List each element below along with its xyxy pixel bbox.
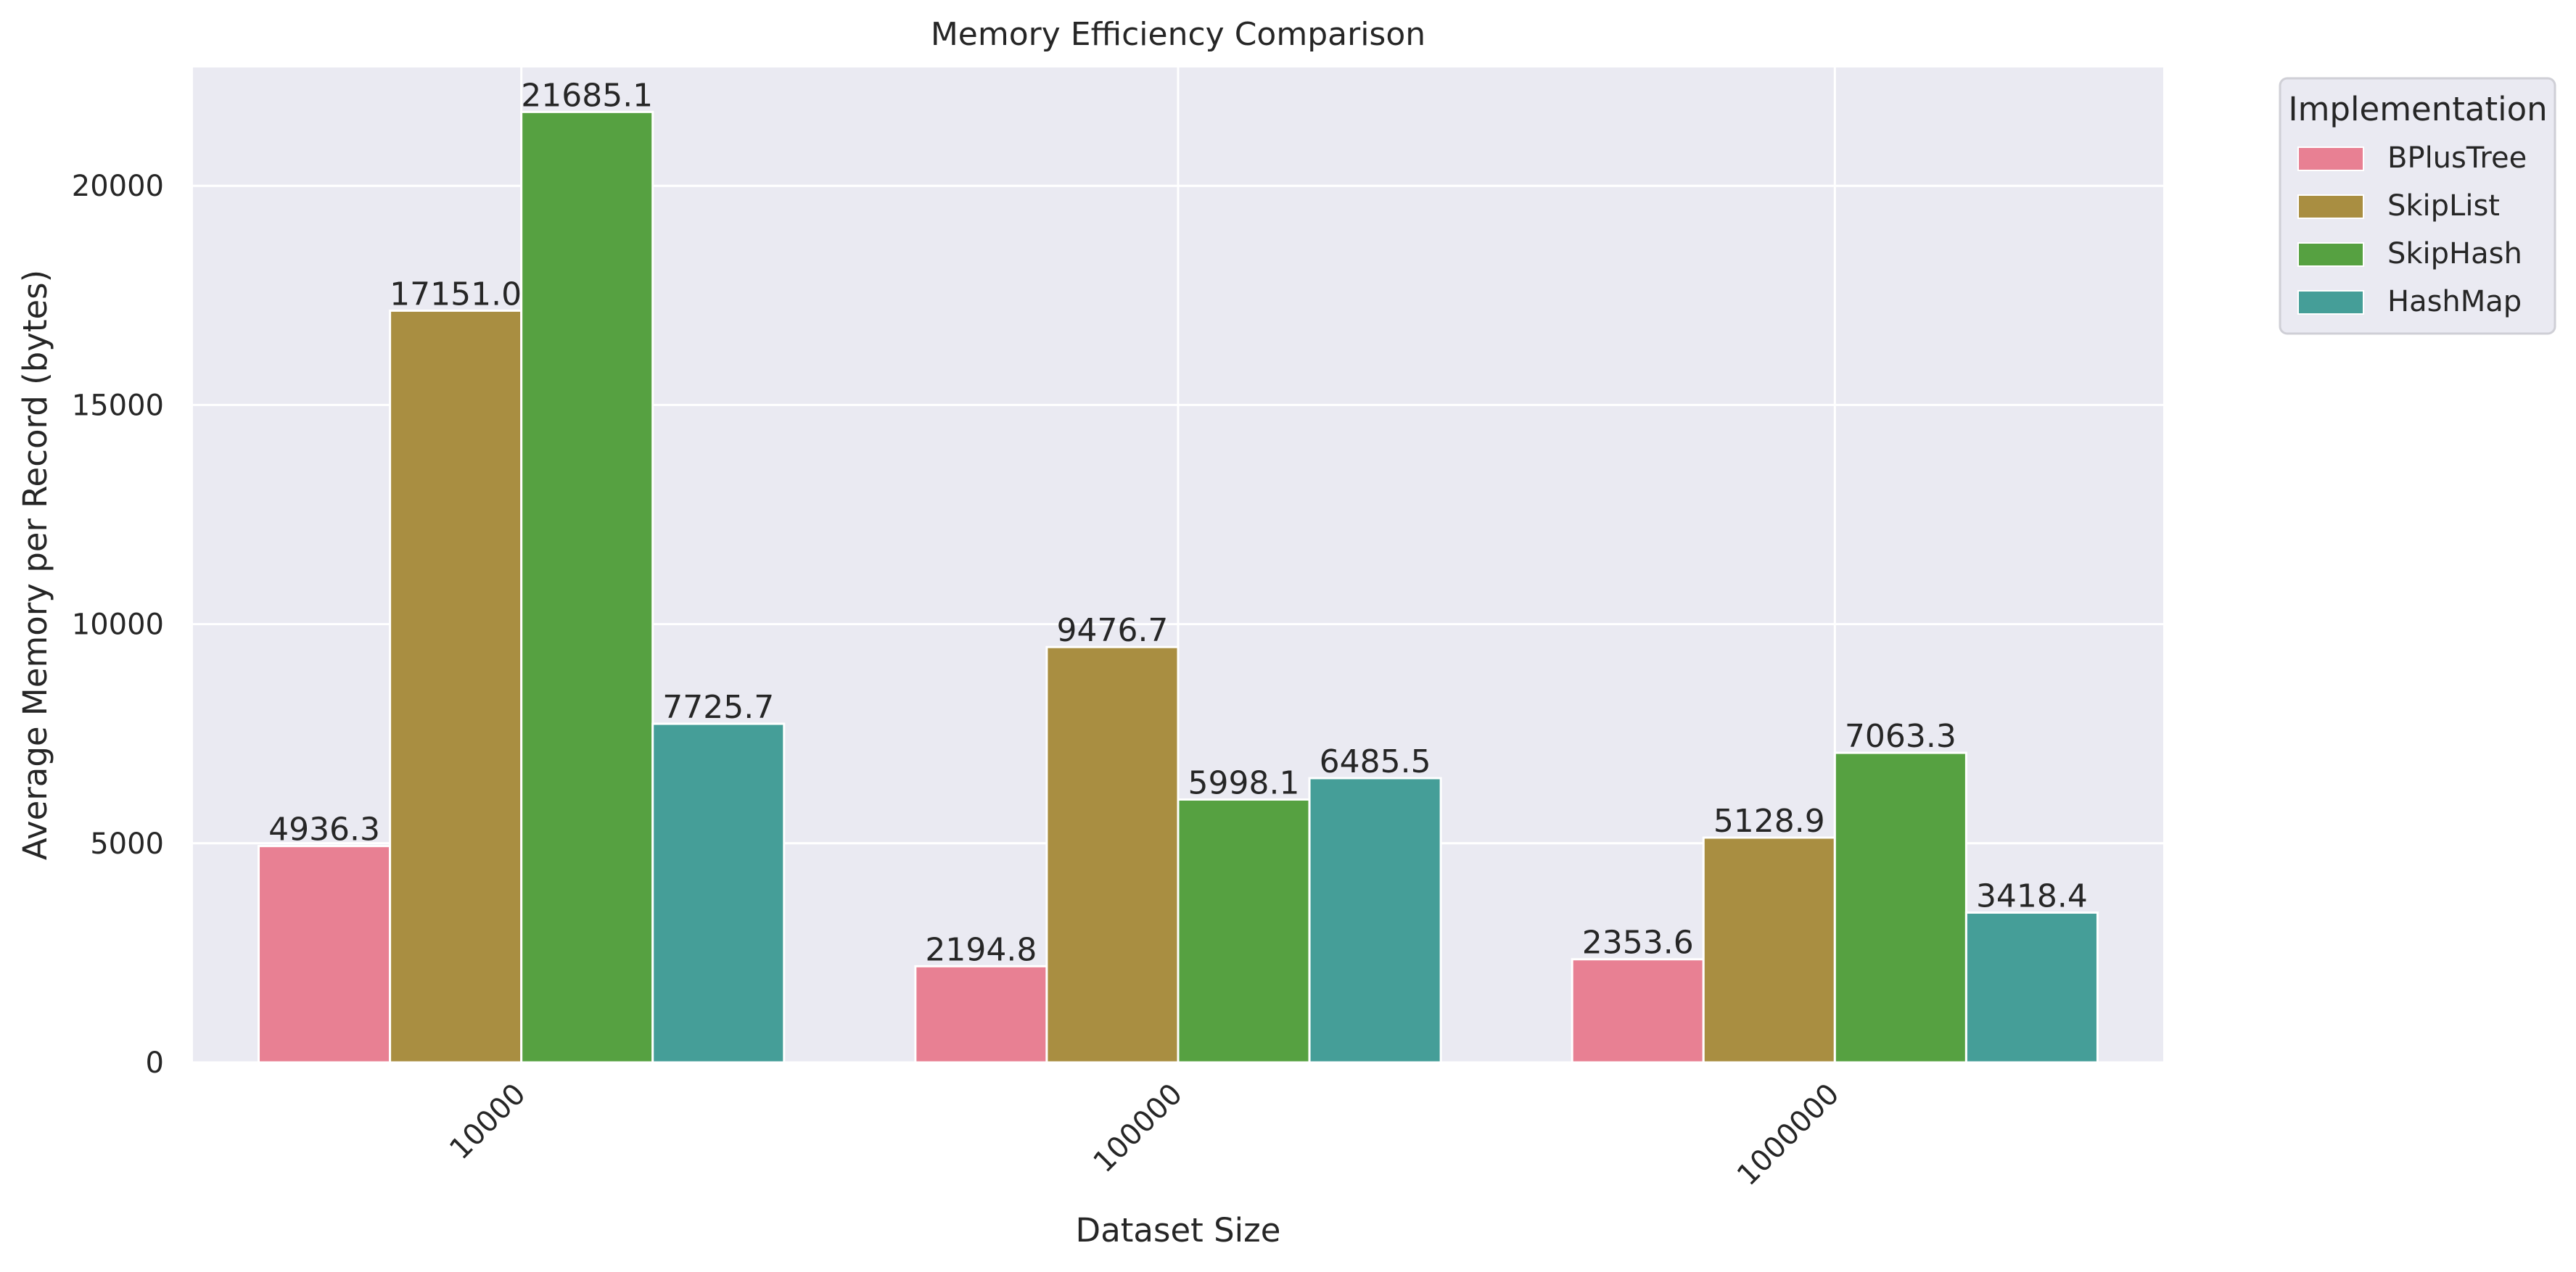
legend-label: HashMap <box>2387 285 2522 318</box>
chart-title: Memory Efficiency Comparison <box>931 16 1425 53</box>
legend-label: BPlusTree <box>2387 141 2527 175</box>
x-axis-label: Dataset Size <box>1076 1211 1281 1250</box>
bar-skiplist <box>1702 836 1836 1064</box>
legend-label: SkipList <box>2387 189 2500 223</box>
data-label: 7725.7 <box>662 689 774 726</box>
legend-swatch-hashmap <box>2297 290 2364 315</box>
data-label: 9476.7 <box>1056 612 1168 649</box>
data-label: 5128.9 <box>1713 803 1825 840</box>
legend-swatch-skiplist <box>2297 194 2364 219</box>
data-label: 17151.0 <box>390 276 522 313</box>
x-tick-label: 10000 <box>443 1078 532 1167</box>
bar-skiphash <box>1833 751 1967 1064</box>
legend-swatch-skiphash <box>2297 242 2364 267</box>
bar-skiphash <box>1177 798 1311 1064</box>
legend-label: SkipHash <box>2387 237 2522 270</box>
bar-bplustree <box>914 965 1048 1064</box>
bar-hashmap <box>651 722 786 1064</box>
data-label: 5998.1 <box>1188 764 1300 801</box>
bar-bplustree <box>258 845 392 1064</box>
data-label: 6485.5 <box>1320 743 1431 780</box>
bar-skiphash <box>520 110 654 1064</box>
bar-bplustree <box>1571 958 1705 1064</box>
x-tick-label: 100000 <box>1087 1078 1190 1180</box>
bar-skiplist <box>389 309 523 1064</box>
y-tick-label: 20000 <box>72 170 164 203</box>
data-label: 2353.6 <box>1582 925 1694 962</box>
data-label: 4936.3 <box>268 811 380 848</box>
bar-skiplist <box>1045 645 1180 1064</box>
y-tick-label: 0 <box>146 1046 164 1080</box>
legend-title: Implementation <box>2288 90 2547 128</box>
bar-hashmap <box>1964 911 2099 1064</box>
data-label: 21685.1 <box>521 77 653 114</box>
x-tick-label: 1000000 <box>1731 1078 1846 1193</box>
data-label: 2194.8 <box>925 931 1037 968</box>
y-tick-label: 10000 <box>72 608 164 642</box>
y-axis-label: Average Memory per Record (bytes) <box>16 270 54 860</box>
y-tick-label: 15000 <box>72 389 164 422</box>
y-tick-label: 5000 <box>90 827 164 861</box>
data-label: 3418.4 <box>1976 877 2088 914</box>
legend-swatch-bplustree <box>2297 146 2364 171</box>
bar-hashmap <box>1308 777 1442 1064</box>
data-label: 7063.3 <box>1845 718 1956 755</box>
legend-box <box>2279 77 2556 335</box>
